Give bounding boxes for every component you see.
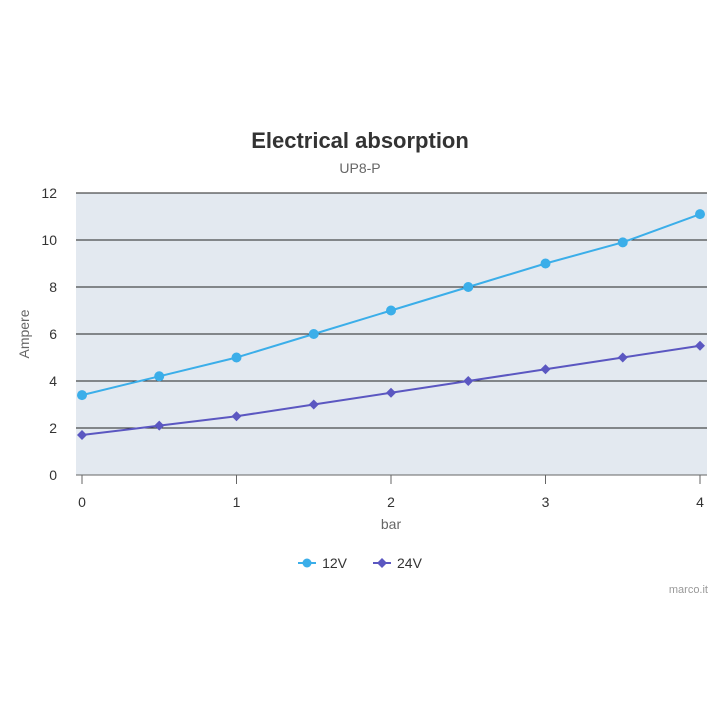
x-axis-title: bar [381,516,402,532]
diamond-marker-icon [373,558,391,568]
grid-lines [76,192,707,429]
y-tick-label: 10 [41,232,57,248]
x-tick-label: 1 [233,494,241,510]
data-point[interactable] [77,390,87,401]
data-point[interactable] [308,399,319,410]
data-point[interactable] [463,376,474,386]
data-point[interactable] [77,430,87,441]
data-point[interactable] [386,387,396,398]
data-point[interactable] [231,352,242,363]
y-tick-label: 8 [49,279,57,295]
x-tick-label: 3 [542,494,550,510]
y-tick-label: 12 [41,185,57,201]
data-point[interactable] [308,329,319,339]
y-tick-label: 0 [49,467,57,483]
x-tick-label: 0 [78,494,86,510]
credits-link[interactable]: marco.it [668,584,708,596]
y-axis-title: Ampere [16,309,32,358]
data-point[interactable] [617,352,628,363]
data-point[interactable] [617,237,628,248]
legend-item-12v[interactable]: 12V [298,555,347,571]
legend-label: 24V [397,555,422,571]
data-point[interactable] [695,209,705,220]
series-12v [77,209,705,401]
legend-label: 12V [322,555,347,571]
series-24v [77,340,705,441]
y-tick-label: 6 [49,326,57,342]
y-axis: 0 2 4 6 8 10 12 [41,185,57,483]
data-point[interactable] [154,371,165,382]
chart-title: Electrical absorption [251,128,469,153]
data-point[interactable] [154,420,165,431]
x-tick-label: 2 [387,494,395,510]
x-axis: 0 1 2 3 4 [76,474,707,510]
circle-marker-icon [298,558,317,568]
y-tick-label: 2 [49,420,57,436]
y-tick-label: 4 [49,373,57,389]
data-point[interactable] [540,364,551,375]
data-point[interactable] [231,411,242,422]
data-point[interactable] [463,282,474,292]
data-point[interactable] [386,305,396,316]
x-tick-label: 4 [696,494,704,510]
data-point[interactable] [540,258,551,269]
chart-subtitle: UP8-P [339,160,381,176]
data-point[interactable] [695,340,705,351]
series-layer [77,209,705,441]
legend-item-24v[interactable]: 24V [373,555,422,571]
legend: 12V 24V [0,555,720,571]
